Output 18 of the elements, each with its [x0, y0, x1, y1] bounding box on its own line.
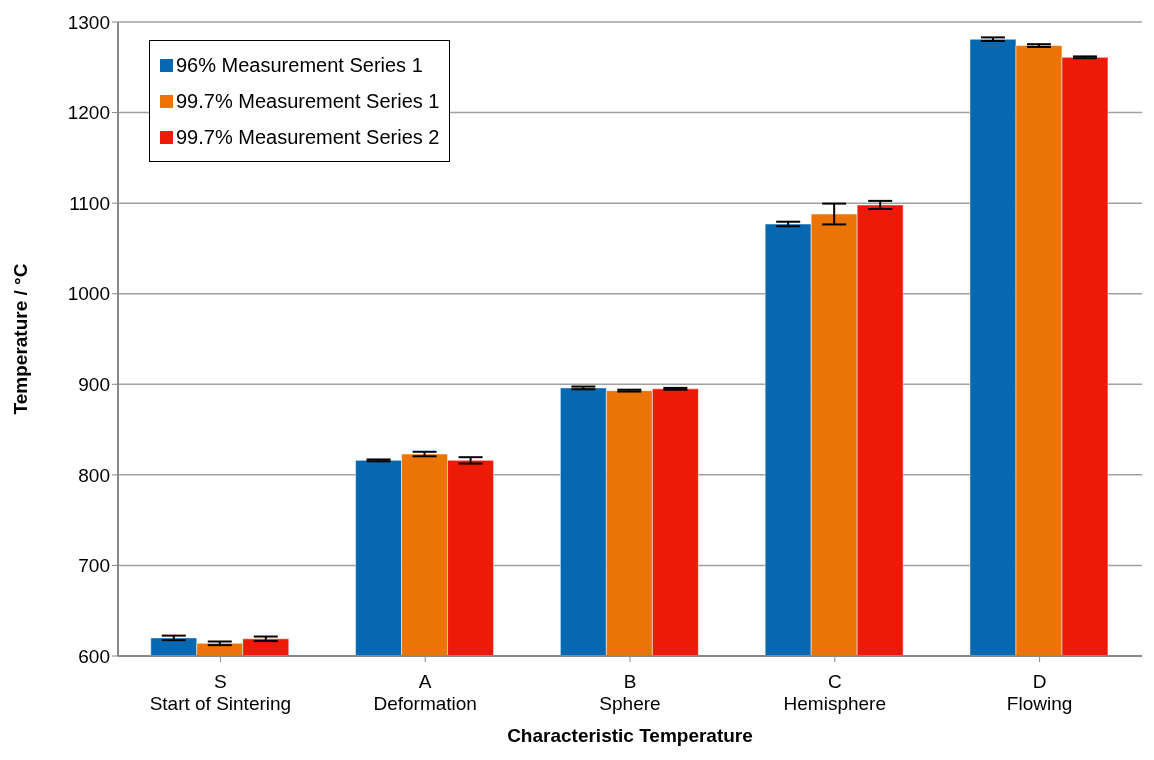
x-tick-label: C Hemisphere [783, 671, 887, 714]
y-tick-label: 800 [78, 464, 110, 486]
y-tick-label: 1300 [67, 11, 110, 33]
y-tick-label: 1100 [69, 192, 110, 214]
x-tick-label: D Flowing [1006, 671, 1073, 714]
x-tick-label: S Start of Sintering [149, 671, 292, 714]
legend-label: 99.7% Measurement Series 2 [176, 125, 440, 150]
y-tick-label: 600 [78, 645, 110, 667]
y-axis-title: Temperature / °C [9, 263, 31, 415]
x-axis-title: Characteristic Temperature [507, 725, 753, 746]
y-tick-label: 900 [78, 374, 110, 396]
x-tick-label: B Sphere [599, 671, 661, 714]
y-tick-label: 1000 [67, 283, 110, 305]
legend-label: 96% Measurement Series 1 [176, 53, 423, 78]
y-tick-label: 1200 [67, 102, 110, 124]
y-tick-label: 700 [78, 555, 110, 577]
legend-label: 99.7% Measurement Series 1 [176, 89, 440, 114]
x-tick-label: A Deformation [373, 671, 477, 714]
